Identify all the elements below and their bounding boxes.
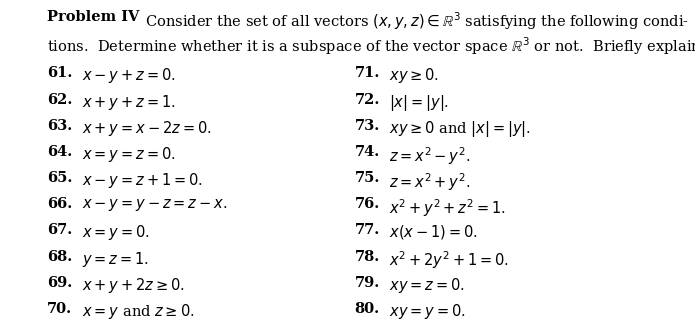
Text: $x^2 + y^2 + z^2 = 1$.: $x^2 + y^2 + z^2 = 1$. — [389, 197, 506, 219]
Text: tions.  Determine whether it is a subspace of the vector space $\mathbb{R}^3$ or: tions. Determine whether it is a subspac… — [47, 35, 695, 56]
Text: 66.: 66. — [47, 197, 72, 211]
Text: 72.: 72. — [354, 93, 380, 107]
Text: 73.: 73. — [354, 119, 379, 133]
Text: 67.: 67. — [47, 223, 72, 237]
Text: $x - y = z + 1 = 0$.: $x - y = z + 1 = 0$. — [82, 171, 203, 190]
Text: $x + y + z = 1$.: $x + y + z = 1$. — [82, 93, 176, 112]
Text: 77.: 77. — [354, 223, 379, 237]
Text: 74.: 74. — [354, 145, 379, 159]
Text: $x - y = y - z = z - x$.: $x - y = y - z = z - x$. — [82, 197, 227, 213]
Text: $x^2 + 2y^2 + 1 = 0$.: $x^2 + 2y^2 + 1 = 0$. — [389, 250, 509, 271]
Text: $x(x - 1) = 0$.: $x(x - 1) = 0$. — [389, 223, 478, 241]
Text: $x + y = x - 2z = 0$.: $x + y = x - 2z = 0$. — [82, 119, 212, 138]
Text: $x = y = z = 0$.: $x = y = z = 0$. — [82, 145, 176, 164]
Text: 71.: 71. — [354, 66, 380, 80]
Text: $x = y$ and $z \geq 0$.: $x = y$ and $z \geq 0$. — [82, 302, 195, 321]
Text: $xy \geq 0$.: $xy \geq 0$. — [389, 66, 439, 85]
Text: $y = z = 1$.: $y = z = 1$. — [82, 250, 149, 269]
Text: 79.: 79. — [354, 276, 379, 290]
Text: $z = x^2 + y^2$.: $z = x^2 + y^2$. — [389, 171, 471, 193]
Text: 61.: 61. — [47, 66, 73, 80]
Text: 63.: 63. — [47, 119, 72, 133]
Text: $xy \geq 0$ and $|x| = |y|$.: $xy \geq 0$ and $|x| = |y|$. — [389, 119, 531, 139]
Text: $x = y = 0$.: $x = y = 0$. — [82, 223, 150, 242]
Text: 64.: 64. — [47, 145, 72, 159]
Text: 68.: 68. — [47, 250, 72, 264]
Text: $xy = z = 0$.: $xy = z = 0$. — [389, 276, 465, 295]
Text: $z = x^2 - y^2$.: $z = x^2 - y^2$. — [389, 145, 471, 167]
Text: 76.: 76. — [354, 197, 379, 211]
Text: 69.: 69. — [47, 276, 72, 290]
Text: 80.: 80. — [354, 302, 379, 316]
Text: 70.: 70. — [47, 302, 72, 316]
Text: 75.: 75. — [354, 171, 380, 185]
Text: Consider the set of all vectors $(x, y, z) \in \mathbb{R}^3$ satisfying the foll: Consider the set of all vectors $(x, y, … — [136, 10, 689, 32]
Text: Problem IV: Problem IV — [47, 10, 140, 24]
Text: $x + y + 2z \geq 0$.: $x + y + 2z \geq 0$. — [82, 276, 185, 295]
Text: 65.: 65. — [47, 171, 73, 185]
Text: $x - y + z = 0$.: $x - y + z = 0$. — [82, 66, 176, 85]
Text: $|x| = |y|$.: $|x| = |y|$. — [389, 93, 450, 113]
Text: 78.: 78. — [354, 250, 379, 264]
Text: $xy = y = 0$.: $xy = y = 0$. — [389, 302, 466, 321]
Text: 62.: 62. — [47, 93, 73, 107]
